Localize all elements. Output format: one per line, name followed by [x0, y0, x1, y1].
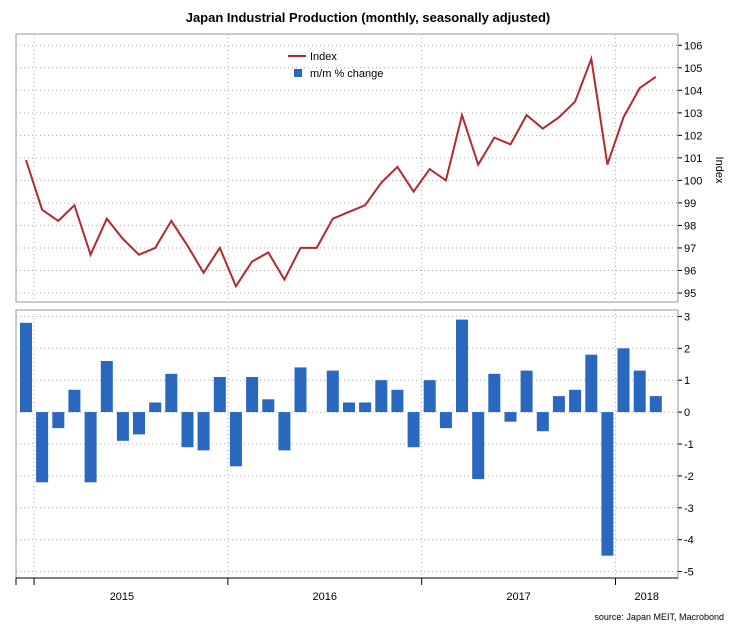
mom-bar	[262, 399, 275, 413]
bottom-tick-label: -2	[684, 471, 694, 483]
mom-bar	[133, 412, 145, 435]
mom-bar	[246, 377, 259, 413]
top-tick-label: 96	[684, 265, 696, 277]
x-axis-year-label: 2018	[634, 591, 658, 603]
mom-bar	[407, 412, 420, 448]
bottom-tick-label: 1	[684, 375, 690, 387]
source-note: source: Japan MEIT, Macrobond	[594, 612, 724, 622]
x-axis: 2015 2016 2017 2018	[15, 577, 678, 603]
top-panel-frame	[15, 33, 679, 303]
mom-bar	[100, 361, 113, 412]
mom-bar	[343, 402, 355, 413]
mom-bar	[326, 370, 339, 413]
top-panel-grid	[16, 34, 678, 302]
mom-bar	[488, 373, 501, 413]
mom-bar	[456, 319, 468, 413]
mom-bar	[375, 380, 388, 413]
bottom-panel-grid	[16, 310, 678, 578]
mom-bar	[84, 412, 97, 483]
top-tick-label: 103	[684, 108, 702, 120]
bottom-y-axis: 3 2 1 0 -1 -2 -3 -4 -5	[678, 311, 694, 579]
legend-index-label: Index	[310, 51, 337, 63]
bottom-tick-label: -4	[684, 535, 694, 547]
mom-bar	[536, 412, 549, 432]
top-tick-label: 101	[684, 153, 702, 165]
bottom-panel-frame	[15, 309, 679, 579]
mom-bar	[472, 412, 485, 480]
x-axis-year-label: 2015	[110, 591, 134, 603]
mom-bar	[278, 412, 291, 451]
mom-bar	[20, 322, 32, 413]
bottom-tick-label: 0	[684, 407, 690, 419]
mom-bar	[36, 412, 49, 483]
mom-bar	[504, 412, 517, 422]
mom-bar	[601, 412, 614, 556]
mom-bar	[181, 412, 194, 448]
mom-bar	[68, 389, 81, 413]
top-tick-label: 95	[684, 288, 696, 300]
mom-bar	[423, 380, 436, 413]
top-tick-label: 104	[684, 85, 702, 97]
top-tick-label: 99	[684, 198, 696, 210]
mom-bar	[552, 396, 565, 413]
mom-bar	[391, 389, 404, 413]
bottom-tick-label: -5	[684, 567, 694, 579]
bottom-tick-label: -1	[684, 439, 694, 451]
index-series-line	[25, 54, 657, 289]
chart-title: Japan Industrial Production (monthly, se…	[186, 10, 551, 25]
mom-bar	[197, 412, 210, 451]
mom-bar	[213, 377, 226, 413]
top-tick-label: 100	[684, 175, 702, 187]
top-tick-label: 106	[684, 40, 702, 52]
mom-bar	[359, 402, 372, 413]
mom-bars	[20, 319, 662, 556]
mom-bar	[617, 348, 630, 413]
mom-bar	[585, 354, 598, 413]
top-y-axis: 95 96 97 98 99 100 101 102 103 104 105 106	[678, 40, 702, 300]
top-tick-label: 98	[684, 220, 696, 232]
mom-bar	[149, 402, 162, 413]
top-tick-label: 105	[684, 63, 702, 75]
bottom-tick-label: 3	[684, 311, 690, 323]
mom-bar	[569, 389, 582, 413]
legend-mom-label: m/m % change	[310, 68, 383, 80]
bottom-tick-label: 2	[684, 343, 690, 355]
mom-bar	[439, 412, 452, 429]
top-tick-label: 97	[684, 243, 696, 255]
bottom-tick-label: -3	[684, 503, 694, 515]
mom-bar	[520, 370, 533, 413]
x-axis-year-label: 2017	[506, 591, 530, 603]
mom-bar	[52, 412, 65, 429]
mom-bar	[229, 412, 242, 467]
mom-bar	[294, 367, 307, 413]
top-y-axis-label: Index	[713, 157, 725, 184]
top-tick-label: 102	[684, 130, 702, 142]
mom-bar	[116, 412, 129, 441]
mom-bar	[633, 370, 646, 413]
mom-bar	[165, 373, 178, 413]
legend: Index m/m % change	[288, 51, 383, 80]
mom-bar	[649, 396, 662, 413]
x-axis-year-label: 2016	[313, 591, 337, 603]
legend-mom-swatch	[294, 69, 302, 77]
